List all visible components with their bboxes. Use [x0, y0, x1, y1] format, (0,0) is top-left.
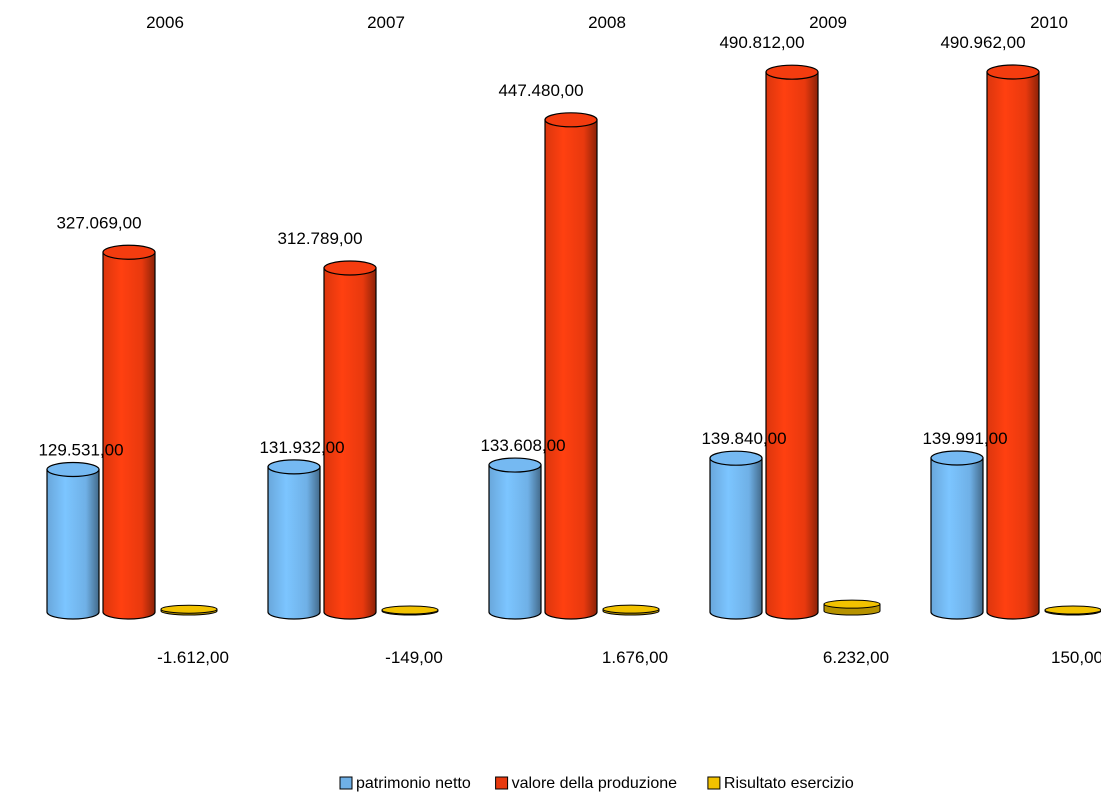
value-label-patrimonio-2009: 139.840,00 [701, 429, 786, 448]
legend-label-0: patrimonio netto [356, 775, 471, 792]
value-label-risultato-2007: -149,00 [385, 648, 443, 667]
value-label-valore-2007: 312.789,00 [277, 229, 362, 248]
legend: patrimonio netto valore della produzione R… [339, 775, 854, 792]
legend-swatch-2 [707, 776, 721, 790]
value-label-valore-2008: 447.480,00 [498, 81, 583, 100]
value-label-valore-2010: 490.962,00 [940, 33, 1025, 52]
year-label-2010: 2010 [1030, 13, 1068, 32]
bar-valore-2008 [544, 112, 598, 620]
year-label-2006: 2006 [146, 13, 184, 32]
bar-valore-2007 [323, 260, 377, 620]
bar-valore-2009 [765, 64, 819, 620]
legend-swatch-0 [339, 776, 353, 790]
value-label-patrimonio-2008: 133.608,00 [480, 436, 565, 455]
value-label-valore-2006: 327.069,00 [56, 213, 141, 232]
value-label-patrimonio-2006: 129.531,00 [38, 441, 123, 460]
legend-label-2: Risultato esercizio [724, 775, 854, 792]
value-label-patrimonio-2007: 131.932,00 [259, 438, 344, 457]
value-label-risultato-2009: 6.232,00 [823, 648, 889, 667]
value-label-risultato-2006: -1.612,00 [157, 648, 229, 667]
value-label-patrimonio-2010: 139.991,00 [922, 429, 1007, 448]
bar-risultato-2009 [823, 599, 881, 616]
bar-risultato-2010 [1044, 605, 1101, 616]
legend-label-1: valore della produzione [512, 775, 678, 792]
bar-risultato-2008 [602, 604, 660, 616]
bar-patrimonio-2006 [46, 461, 100, 620]
value-label-valore-2009: 490.812,00 [719, 33, 804, 52]
value-label-risultato-2008: 1.676,00 [602, 648, 668, 667]
legend-swatch-1 [495, 776, 509, 790]
bar-patrimonio-2007 [267, 459, 321, 620]
bar-patrimonio-2009 [709, 450, 763, 620]
bar-valore-2006 [102, 244, 156, 620]
year-label-2008: 2008 [588, 13, 626, 32]
bar-patrimonio-2008 [488, 457, 542, 620]
bar-risultato-2006 [160, 604, 218, 616]
bar-patrimonio-2010 [930, 450, 984, 620]
value-label-risultato-2010: 150,00 [1051, 648, 1101, 667]
year-label-2009: 2009 [809, 13, 847, 32]
year-label-2007: 2007 [367, 13, 405, 32]
bar-valore-2010 [986, 64, 1040, 620]
bar-risultato-2007 [381, 605, 439, 616]
